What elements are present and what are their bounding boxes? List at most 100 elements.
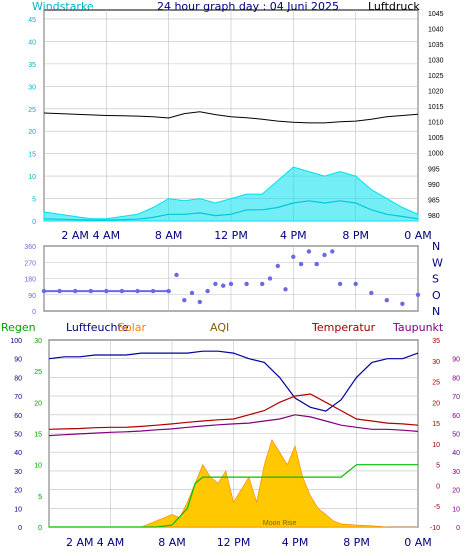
x-tick-label: 8 AM: [155, 229, 183, 242]
direction-tick-label: 180: [24, 277, 36, 284]
temperature-tick-label: 0: [436, 483, 440, 490]
pressure-tick-label: 1040: [428, 27, 444, 34]
dewpoint-tick-label: 80: [452, 375, 460, 382]
humidity-tick-label: 60: [14, 413, 22, 420]
direction-tick-label: 270: [24, 260, 36, 267]
rain-tick-label: 30: [34, 338, 42, 345]
dewpoint-tick-label: 70: [452, 394, 460, 401]
direction-point: [189, 290, 195, 296]
x-tick-label: 0 AM: [404, 229, 432, 242]
compass-tick-label: N: [432, 305, 440, 318]
dewpoint-tick-label: 30: [452, 469, 460, 476]
direction-point: [244, 281, 249, 287]
temperature-tick-label: -5: [434, 504, 440, 511]
dewpoint-tick-label: 0: [456, 525, 460, 532]
humidity-tick-label: 80: [14, 375, 22, 382]
dewpoint-tick-label: 60: [452, 413, 460, 420]
direction-point: [330, 249, 335, 254]
compass-tick-label: W: [432, 256, 443, 269]
wind-series: [43, 200, 419, 221]
dewpoint-tick-label: 20: [452, 488, 460, 495]
pressure-tick-label: 990: [428, 182, 440, 189]
pressure-tick-label: 1045: [428, 11, 444, 18]
direction-point: [213, 281, 218, 287]
wind-tick-label: 0: [32, 219, 36, 226]
rain-tick-label: 0: [38, 525, 42, 532]
rain-tick-label: 15: [34, 432, 42, 439]
pressure-tick-label: 1010: [428, 120, 444, 127]
dewpoint-tick-label: 90: [452, 357, 460, 364]
pressure-tick-label: 985: [428, 197, 440, 204]
direction-point: [298, 261, 304, 267]
compass-tick-label: O: [432, 289, 441, 302]
temperature-tick-label: 10: [432, 442, 440, 449]
legend-label: Regen: [1, 321, 36, 334]
compass-tick-label: N: [432, 240, 440, 253]
direction-point: [314, 261, 319, 267]
x-tick-label: 0 AM: [404, 536, 432, 549]
pressure-tick-label: 980: [428, 213, 440, 220]
direction-point: [260, 281, 265, 287]
gust-series: [43, 166, 419, 222]
wind-tick-label: 45: [28, 17, 36, 24]
temperature-tick-label: -10: [430, 525, 440, 532]
pressure-tick-label: 1030: [428, 58, 444, 65]
wind-tick-label: 15: [28, 152, 36, 159]
humidity-tick-label: 100: [10, 338, 22, 345]
direction-point: [353, 281, 358, 287]
rain-tick-label: 25: [34, 369, 42, 376]
direction-point: [221, 283, 226, 288]
humidity-tick-label: 10: [14, 506, 22, 513]
pressure-series: [43, 111, 419, 124]
humidity-tick-label: 20: [14, 488, 22, 495]
pressure-tick-label: 1020: [428, 89, 444, 96]
x-tick-label: 2 AM: [61, 229, 89, 242]
temperature-tick-label: 25: [432, 380, 440, 387]
x-tick-label: 4 AM: [93, 229, 121, 242]
x-tick-label: 4 PM: [280, 229, 307, 242]
pressure-tick-label: 1005: [428, 135, 444, 142]
x-tick-label: 2 AM: [66, 536, 94, 549]
x-tick-label: 4 AM: [97, 536, 125, 549]
direction-point: [174, 272, 179, 278]
dewpoint-tick-label: 40: [452, 450, 460, 457]
legend-label: Taupunkt: [392, 321, 444, 334]
pressure-tick-label: 1025: [428, 73, 444, 80]
humidity-series: [48, 350, 419, 412]
x-tick-label: 4 PM: [282, 536, 309, 549]
chart-title: 24 hour graph day : 04 Juni 2025: [157, 0, 339, 13]
rain-tick-label: 10: [34, 463, 42, 470]
pressure-tick-label: 1000: [428, 151, 444, 158]
rain-tick-label: 20: [34, 400, 42, 407]
dewpoint-series: [48, 414, 419, 437]
pressure-tick-label: 995: [428, 166, 440, 173]
direction-point: [182, 298, 187, 303]
x-tick-label: 8 AM: [158, 536, 186, 549]
temperature-series: [48, 393, 419, 430]
x-tick-label: 12 PM: [214, 229, 248, 242]
rain-tick-label: 5: [38, 494, 42, 501]
direction-point: [400, 301, 405, 306]
humidity-tick-label: 50: [14, 432, 22, 439]
wind-tick-label: 20: [28, 129, 36, 136]
temperature-tick-label: 20: [432, 400, 440, 407]
wind-tick-label: 10: [28, 174, 36, 181]
x-tick-label: 12 PM: [217, 536, 251, 549]
pressure-axis-title: Luftdruck: [368, 0, 420, 13]
direction-point: [275, 263, 280, 269]
direction-point: [306, 249, 312, 254]
temperature-tick-label: 5: [436, 463, 440, 470]
direction-point: [322, 252, 327, 258]
dewpoint-tick-label: 10: [452, 506, 460, 513]
wind-tick-label: 5: [32, 197, 36, 204]
temperature-tick-label: 15: [432, 421, 440, 428]
direction-point: [283, 287, 288, 292]
humidity-tick-label: 0: [18, 525, 22, 532]
direction-point: [369, 290, 374, 296]
wind-tick-label: 30: [28, 84, 36, 91]
direction-point: [415, 292, 421, 297]
wind-tick-label: 25: [28, 107, 36, 114]
legend-label: Luftfeuchte: [66, 321, 129, 334]
